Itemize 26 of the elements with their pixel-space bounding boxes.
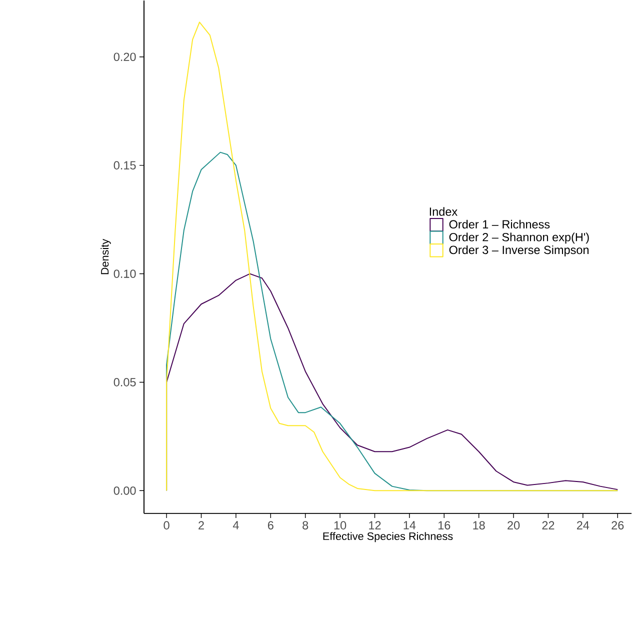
x-tick-label: 6 [268,521,274,530]
y-tick-label: 0.20 [114,52,136,61]
x-tick-label: 12 [369,521,381,530]
x-tick-label: 14 [404,521,416,530]
x-axis-title: Effective Species Richness [323,532,453,542]
x-tick-label: 18 [473,521,485,530]
y-axis-title: Density [100,238,111,274]
x-tick-label: 24 [576,521,590,530]
legend-label: Order 3 – Inverse Simpson [449,245,589,256]
x-tick-label: 20 [508,521,520,530]
y-tick-label: 0.05 [114,378,136,386]
x-tick-label: 0 [164,521,170,530]
x-tick-label: 2 [198,521,204,530]
x-tick-label: 10 [334,521,346,530]
legend-label: Order 1 – Richness [449,220,550,228]
y-tick-label: 0.15 [114,161,136,170]
legend-label: Order 2 – Shannon exp(H') [449,232,589,244]
legend-title: Index [430,207,458,216]
y-tick-label: 0.10 [114,270,136,278]
x-tick-label: 8 [302,521,308,530]
x-tick-label: 16 [438,521,450,530]
x-tick-label: 4 [232,521,239,530]
line-series [166,22,618,492]
x-tick-label: 26 [612,521,624,530]
y-tick-label: 0.00 [114,486,136,495]
x-tick-label: 22 [542,521,554,530]
